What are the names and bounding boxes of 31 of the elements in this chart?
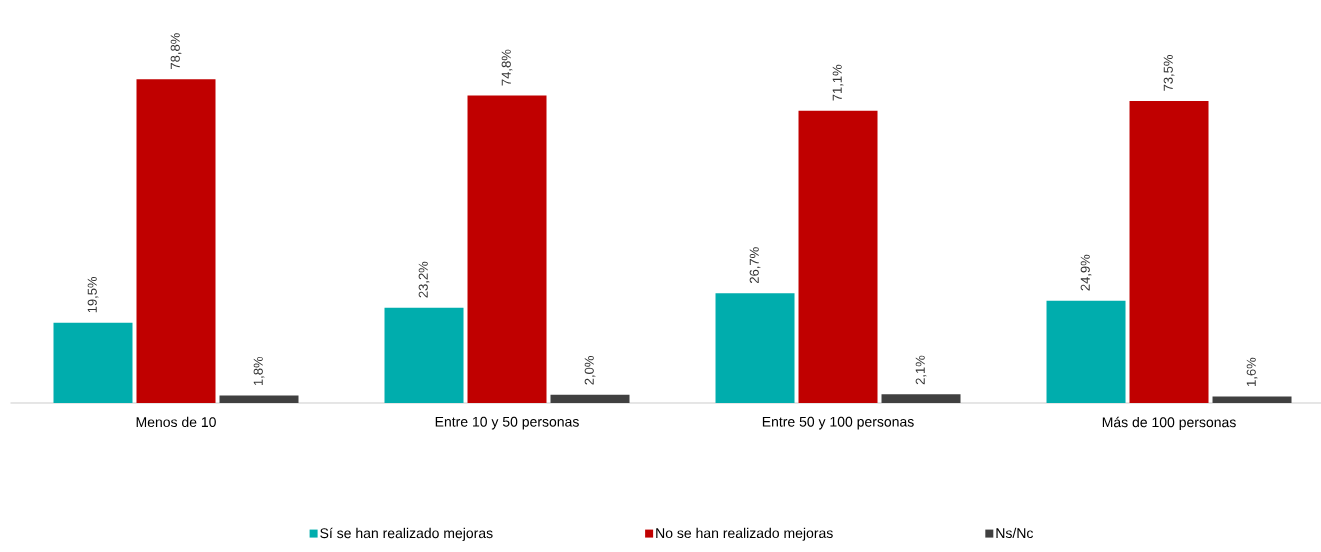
legend-label: No se han realizado mejoras bbox=[656, 527, 833, 541]
legend-label: Sí se han realizado mejoras bbox=[320, 527, 493, 541]
bar bbox=[1129, 100, 1209, 403]
bar bbox=[136, 79, 216, 403]
x-tick-label: Entre 10 y 50 personas bbox=[435, 416, 579, 430]
data-label: 24,9% bbox=[1080, 254, 1092, 291]
bar bbox=[798, 110, 878, 403]
data-label: 78,8% bbox=[170, 33, 182, 69]
data-label: 1,6% bbox=[1246, 357, 1258, 386]
bar bbox=[384, 307, 464, 403]
x-tick-label: Más de 100 personas bbox=[1102, 416, 1236, 430]
data-label: 2,0% bbox=[584, 356, 596, 385]
bar bbox=[219, 395, 299, 403]
bar bbox=[1212, 396, 1292, 403]
data-label: 2,1% bbox=[915, 355, 927, 385]
data-label: 23,2% bbox=[418, 261, 430, 298]
data-label: 73,5% bbox=[1163, 55, 1175, 91]
bar bbox=[550, 394, 630, 403]
bar bbox=[881, 394, 961, 403]
bar bbox=[53, 322, 133, 403]
bar bbox=[467, 95, 547, 403]
data-label: 26,7% bbox=[749, 247, 761, 284]
data-label: 19,5% bbox=[87, 276, 99, 313]
data-label: 1,8% bbox=[253, 356, 265, 386]
bar bbox=[1046, 300, 1126, 403]
data-label: 74,8% bbox=[501, 49, 513, 86]
legend-label: Ns/Nc bbox=[996, 527, 1034, 539]
x-tick-label: Entre 50 y 100 personas bbox=[762, 416, 914, 430]
x-tick-label: Menos de 10 bbox=[136, 416, 216, 428]
data-label: 71,1% bbox=[832, 64, 844, 101]
bar bbox=[715, 293, 795, 403]
